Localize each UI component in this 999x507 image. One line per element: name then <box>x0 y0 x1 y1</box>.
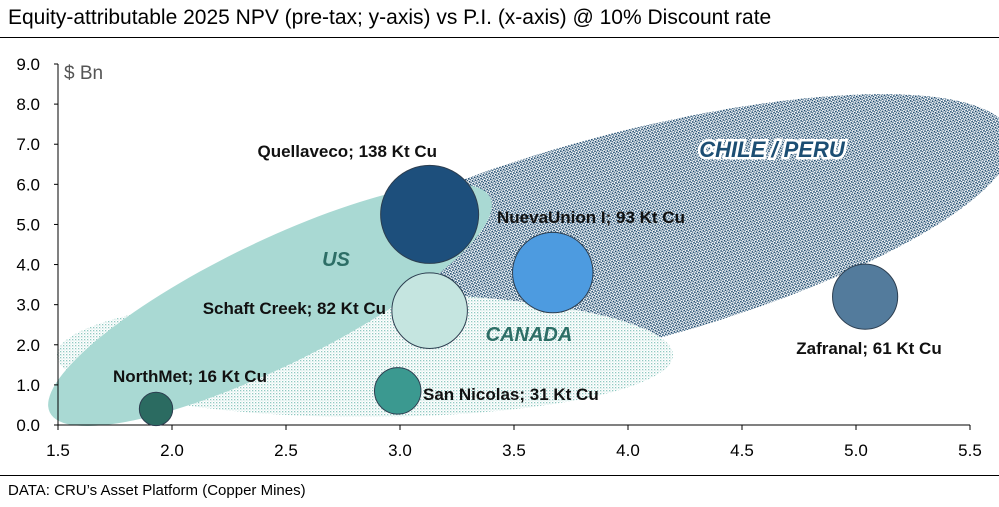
region-label-us: US <box>322 249 350 271</box>
x-tick-label: 2.0 <box>160 441 184 460</box>
x-tick-label: 3.5 <box>502 441 526 460</box>
y-tick-label: 3.0 <box>16 296 40 315</box>
bubble-schaft-creek[interactable] <box>391 272 468 349</box>
bubble-label-san-nicolas: San Nicolas; 31 Kt Cu <box>423 385 599 404</box>
y-tick-label: 0.0 <box>16 416 40 435</box>
y-axis-label: $ Bn <box>64 63 103 84</box>
x-tick-label: 1.5 <box>46 441 70 460</box>
y-tick-label: 6.0 <box>16 175 40 194</box>
bubble-zafranal[interactable] <box>832 263 899 330</box>
bubble-northmet[interactable] <box>138 391 174 427</box>
bubble-nuevaunion-i[interactable] <box>512 231 594 314</box>
y-tick-label: 5.0 <box>16 215 40 234</box>
y-tick-label: 1.0 <box>16 376 40 395</box>
y-tick-label: 8.0 <box>16 95 40 114</box>
x-tick-label: 4.5 <box>730 441 754 460</box>
y-tick-label: 9.0 <box>16 55 40 74</box>
x-tick-label: 3.0 <box>388 441 412 460</box>
bubble-label-northmet: NorthMet; 16 Kt Cu <box>113 367 267 386</box>
y-tick-label: 7.0 <box>16 135 40 154</box>
source-rule <box>0 475 999 476</box>
bubble-label-schaft-creek: Schaft Creek; 82 Kt Cu <box>203 299 386 318</box>
y-tick-label: 4.0 <box>16 256 40 275</box>
x-tick-label: 4.0 <box>616 441 640 460</box>
bubble-san-nicolas[interactable] <box>373 367 422 415</box>
x-tick-label: 2.5 <box>274 441 298 460</box>
x-tick-label: 5.0 <box>844 441 868 460</box>
bubble-quellaveco[interactable] <box>380 164 480 264</box>
y-tick-label: 2.0 <box>16 336 40 355</box>
region-label-canada: CANADA <box>486 324 573 346</box>
bubble-label-nuevaunion-i: NuevaUnion I; 93 Kt Cu <box>497 208 685 227</box>
bubble-label-zafranal: Zafranal; 61 Kt Cu <box>796 339 941 358</box>
source-note: DATA: CRU’s Asset Platform (Copper Mines… <box>8 482 306 499</box>
region-label-chile-peru: CHILE / PERU <box>699 137 846 162</box>
region-us <box>48 184 492 426</box>
chart-title: Equity-attributable 2025 NPV (pre-tax; y… <box>8 6 772 29</box>
x-tick-label: 5.5 <box>958 441 982 460</box>
title-rule <box>0 37 999 38</box>
bubble-label-quellaveco: Quellaveco; 138 Kt Cu <box>257 142 437 161</box>
